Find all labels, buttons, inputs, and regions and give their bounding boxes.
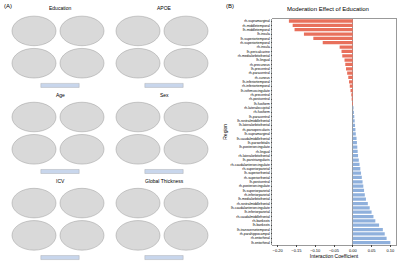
svg-text:rh-parahippocampal: rh-parahippocampal bbox=[240, 232, 270, 236]
svg-text:0.05: 0.05 bbox=[368, 248, 377, 253]
svg-text:rh-lingual: rh-lingual bbox=[256, 150, 270, 154]
svg-text:Region: Region bbox=[222, 124, 228, 140]
svg-text:lh-rostralmiddlefrontal: lh-rostralmiddlefrontal bbox=[237, 119, 270, 123]
svg-text:lh-lateralorbitofrontal: lh-lateralorbitofrontal bbox=[239, 123, 270, 127]
svg-text:lh-precentral: lh-precentral bbox=[251, 67, 270, 71]
svg-text:−0.15: −0.15 bbox=[291, 248, 302, 253]
svg-text:rh-caudalmiddlefrontal: rh-caudalmiddlefrontal bbox=[236, 215, 270, 219]
svg-text:lh-inferiorparietal: lh-inferiorparietal bbox=[245, 210, 270, 214]
svg-text:−0.05: −0.05 bbox=[329, 248, 340, 253]
svg-text:lh-parstriangularis: lh-parstriangularis bbox=[243, 158, 270, 162]
svg-text:rh-inferiortemporal: rh-inferiortemporal bbox=[242, 84, 270, 88]
svg-text:lh-bankssts: lh-bankssts bbox=[253, 223, 270, 227]
svg-text:rh-cuneus: rh-cuneus bbox=[255, 76, 270, 80]
svg-text:lh-isthmuscingulate: lh-isthmuscingulate bbox=[241, 89, 270, 93]
svg-text:rh-bankssts: rh-bankssts bbox=[252, 219, 270, 223]
svg-text:rh-superiorfrontal: rh-superiorfrontal bbox=[244, 176, 270, 180]
svg-text:(A): (A) bbox=[4, 3, 12, 9]
svg-text:lh-pericalcarine: lh-pericalcarine bbox=[247, 50, 270, 54]
svg-text:lh-caudalanteriorcingulate: lh-caudalanteriorcingulate bbox=[231, 206, 270, 210]
svg-text:lh-superiorfrontal: lh-superiorfrontal bbox=[244, 171, 270, 175]
svg-text:rh-rostralmiddlefrontal: rh-rostralmiddlefrontal bbox=[237, 202, 270, 206]
svg-text:rh-precuneus: rh-precuneus bbox=[250, 63, 270, 67]
svg-text:lh-inferiortemporal: lh-inferiortemporal bbox=[242, 80, 270, 84]
svg-text:Education: Education bbox=[49, 5, 71, 11]
svg-text:lh-transversetemporal: lh-transversetemporal bbox=[237, 228, 270, 232]
svg-text:lh-supramarginal: lh-supramarginal bbox=[245, 132, 270, 136]
svg-text:lh-superiorparietal: lh-superiorparietal bbox=[243, 189, 270, 193]
svg-text:rh-precentral: rh-precentral bbox=[251, 93, 270, 97]
svg-text:APOE: APOE bbox=[157, 5, 172, 11]
svg-text:rh-lateralorbitofrontal: rh-lateralorbitofrontal bbox=[239, 154, 271, 158]
svg-text:rh-lateraloccipital: rh-lateraloccipital bbox=[244, 106, 270, 110]
svg-text:rh-inferiorparietal: rh-inferiorparietal bbox=[244, 193, 270, 197]
svg-text:lh-insula: lh-insula bbox=[257, 32, 270, 36]
svg-text:lh-paracentral: lh-paracentral bbox=[249, 115, 270, 119]
svg-text:Interaction Coefficient: Interaction Coefficient bbox=[310, 253, 359, 259]
svg-text:rh-middletemporal: rh-middletemporal bbox=[242, 24, 270, 28]
svg-text:Sex: Sex bbox=[160, 92, 169, 98]
svg-text:Age: Age bbox=[56, 92, 65, 98]
svg-text:lh-superiortemporal: lh-superiortemporal bbox=[241, 37, 270, 41]
svg-text:−0.20: −0.20 bbox=[273, 248, 284, 253]
svg-text:lh-caudalmiddlefrontal: lh-caudalmiddlefrontal bbox=[237, 137, 270, 141]
svg-text:lh-fusiform: lh-fusiform bbox=[254, 102, 270, 106]
svg-text:rh-insula: rh-insula bbox=[257, 45, 270, 49]
svg-text:rh-posteriorcingulate: rh-posteriorcingulate bbox=[239, 184, 270, 188]
svg-text:rh-parsopercularis: rh-parsopercularis bbox=[242, 128, 270, 132]
svg-text:Global Thickness: Global Thickness bbox=[145, 178, 184, 184]
svg-text:rh-supramarginal: rh-supramarginal bbox=[244, 19, 270, 23]
svg-text:0.00: 0.00 bbox=[349, 248, 358, 253]
svg-text:Moderation Effect of Education: Moderation Effect of Education bbox=[287, 6, 369, 12]
svg-text:rh-paracentral: rh-paracentral bbox=[249, 71, 270, 75]
svg-text:lh-lingual: lh-lingual bbox=[256, 58, 270, 62]
svg-text:rh-superiortemporal: rh-superiortemporal bbox=[240, 41, 270, 45]
svg-text:rh-caudalanteriorcingulate: rh-caudalanteriorcingulate bbox=[231, 163, 270, 167]
svg-text:rh-superiorparietal: rh-superiorparietal bbox=[242, 167, 270, 171]
svg-text:lh-posteriorcingulate: lh-posteriorcingulate bbox=[239, 145, 270, 149]
svg-text:rh-entorhinal: rh-entorhinal bbox=[251, 236, 270, 240]
svg-text:lh-parsorbitalis: lh-parsorbitalis bbox=[248, 141, 270, 145]
svg-text:rh-medialorbitofrontal: rh-medialorbitofrontal bbox=[238, 54, 270, 58]
svg-text:ICV: ICV bbox=[56, 178, 65, 184]
svg-text:rh-postcentral: rh-postcentral bbox=[249, 97, 270, 101]
svg-text:lh-postcentral: lh-postcentral bbox=[249, 180, 270, 184]
svg-text:(B): (B) bbox=[226, 3, 234, 9]
svg-text:lh-medialorbitofrontal: lh-medialorbitofrontal bbox=[238, 197, 270, 201]
svg-text:0.10: 0.10 bbox=[386, 248, 395, 253]
svg-text:lh-middletemporal: lh-middletemporal bbox=[243, 28, 270, 32]
svg-text:lh-entorhinal: lh-entorhinal bbox=[251, 241, 270, 245]
svg-text:rh-fusiform: rh-fusiform bbox=[254, 110, 270, 114]
svg-text:−0.10: −0.10 bbox=[310, 248, 321, 253]
